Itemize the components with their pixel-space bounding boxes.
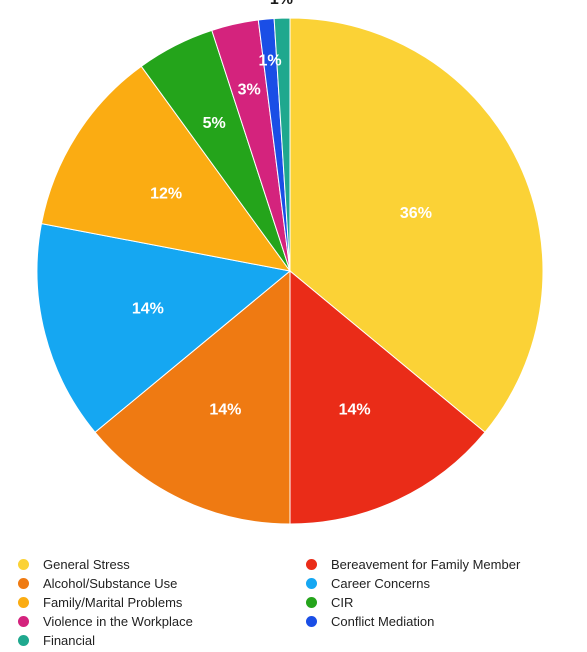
pie-chart: 36% 14% 14% 14% 12% 5% 3% 1% 1% bbox=[36, 0, 544, 525]
legend-item-alcohol-substance-use: Alcohol/Substance Use bbox=[18, 573, 177, 593]
pie-slice-alcohol-substance-use bbox=[94, 269, 291, 525]
legend-marker bbox=[18, 558, 29, 570]
data-label: 1% bbox=[258, 52, 281, 69]
legend-marker bbox=[306, 558, 317, 570]
legend-item-career-concerns: Career Concerns bbox=[306, 573, 430, 593]
data-label: 36% bbox=[400, 205, 432, 222]
legend-label: Financial bbox=[43, 632, 96, 648]
legend-label: CIR bbox=[331, 594, 354, 610]
legend-item-financial: Financial bbox=[18, 630, 95, 650]
legend-item-bereavement: Bereavement for Family Member bbox=[306, 554, 520, 574]
legend-marker bbox=[18, 596, 29, 608]
data-label: 3% bbox=[238, 81, 261, 98]
legend-label: Alcohol/Substance Use bbox=[43, 575, 178, 591]
data-label: 1% bbox=[270, 0, 293, 8]
legend-marker bbox=[18, 634, 29, 646]
legend-item-general-stress: General Stress bbox=[18, 554, 130, 574]
data-label: 14% bbox=[339, 401, 371, 418]
legend-marker bbox=[18, 615, 29, 627]
legend-item-violence-in-the-workplace: Violence in the Workplace bbox=[18, 611, 193, 631]
legend: General Stress Alcohol/Substance Use Fam… bbox=[0, 548, 587, 652]
data-label: 14% bbox=[132, 300, 164, 317]
legend-marker bbox=[306, 615, 317, 627]
pie-slice-bereavement-for-family-member bbox=[289, 269, 486, 525]
legend-item-conflict-mediation: Conflict Mediation bbox=[306, 611, 434, 631]
data-label: 12% bbox=[150, 185, 182, 202]
legend-label: Bereavement for Family Member bbox=[331, 556, 521, 572]
legend-marker bbox=[18, 577, 29, 589]
legend-label: Family/Marital Problems bbox=[43, 594, 183, 610]
pie-slice-career-concerns bbox=[36, 223, 292, 433]
pie-slice-general-stress bbox=[289, 17, 544, 433]
pie-slice-financial bbox=[273, 17, 291, 272]
legend-label: Career Concerns bbox=[331, 575, 430, 591]
data-label: 14% bbox=[209, 401, 241, 418]
legend-label: General Stress bbox=[43, 556, 130, 572]
legend-label: Conflict Mediation bbox=[331, 613, 435, 629]
legend-label: Violence in the Workplace bbox=[43, 613, 193, 629]
legend-item-cir: CIR bbox=[306, 592, 353, 612]
legend-item-family-marital-problems: Family/Marital Problems bbox=[18, 592, 182, 612]
legend-marker bbox=[306, 577, 317, 589]
pie-slice-family-marital-problems bbox=[40, 65, 292, 272]
legend-marker bbox=[306, 596, 317, 608]
data-label: 5% bbox=[203, 115, 226, 132]
